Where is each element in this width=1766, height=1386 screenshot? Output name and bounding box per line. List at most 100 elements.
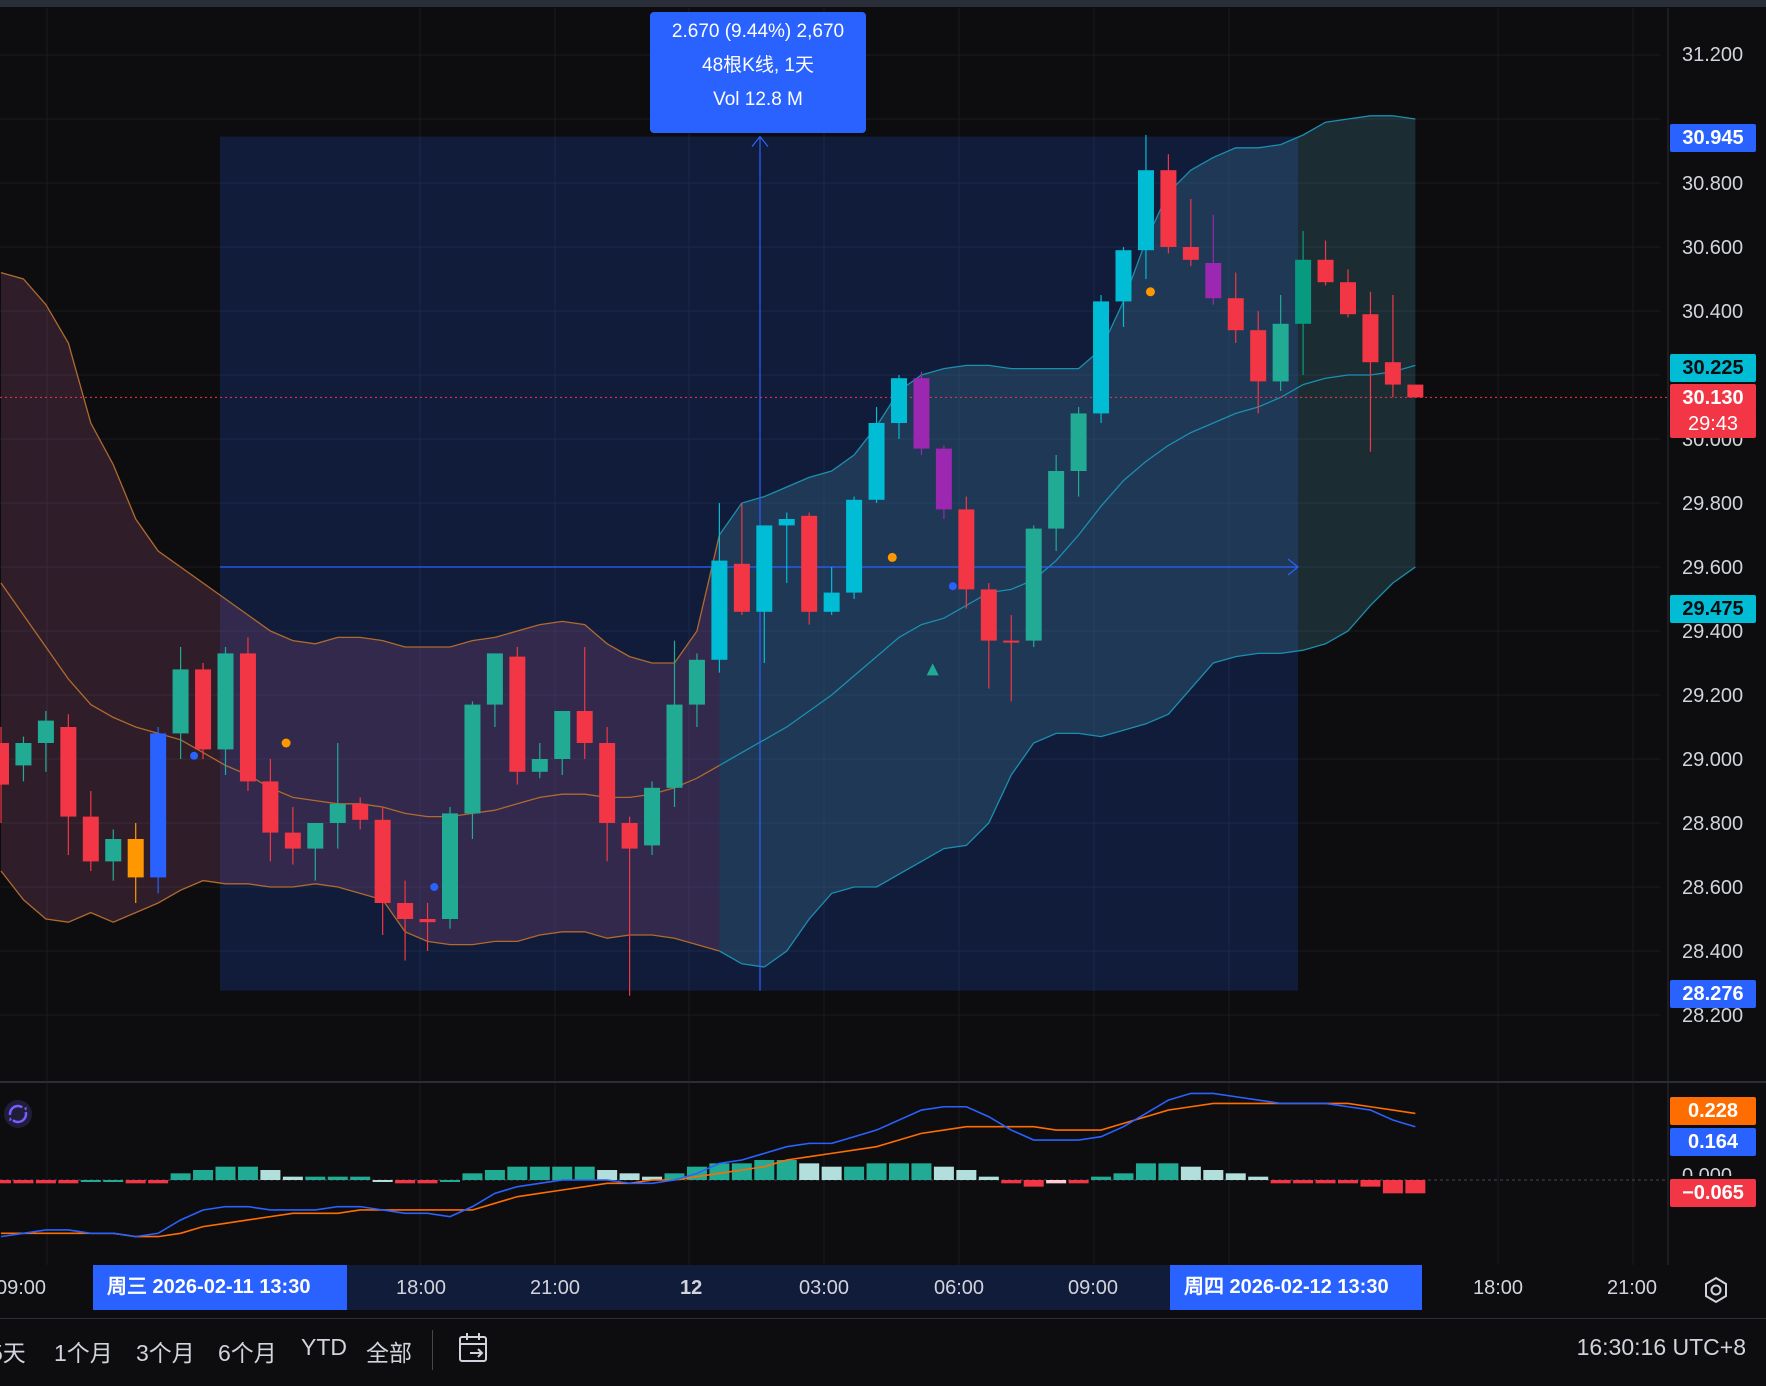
range-6m-button[interactable]: 6个月 [218,1340,277,1366]
bottom-toolbar [0,1318,1766,1386]
price-tick: 29.800 [1682,493,1744,515]
macd-histogram-bar [754,1160,775,1180]
price-tick: 30.400 [1682,301,1744,323]
countdown-badge: 29:43 [1670,410,1756,438]
candle-body [599,743,616,823]
price-tick: 28.200 [1682,1005,1744,1027]
measure-arrow-right [1287,558,1299,576]
measure-change: 2.670 (9.44%) 2,670 [671,21,845,42]
signal-dot [281,738,291,748]
candle-body [486,653,503,705]
measure-bars: 48根K线, 1天 [702,55,814,76]
price-tick: 29.600 [1682,557,1744,579]
macd-histogram-bar [1315,1180,1336,1184]
candle-body [891,378,907,423]
candle-body [1070,413,1087,471]
candle-body [15,743,32,766]
macd-histogram-bar [1068,1180,1089,1184]
macd-histogram-bar [911,1163,932,1180]
macd-histogram-bar [484,1170,505,1180]
candle-body [1115,250,1132,302]
signal-dot [887,552,897,562]
range-all-button[interactable]: 全部 [366,1340,412,1366]
buy-signal-marker [926,663,939,676]
time-tick: 09:00 [1068,1277,1119,1299]
candle-body [0,743,9,785]
macd-histogram-bar [260,1170,281,1180]
toolbar-divider [432,1330,433,1370]
macd-value-badge: 0.164 [1670,1128,1756,1156]
macd-histogram-bar [372,1180,393,1182]
candle-body [1025,528,1042,641]
macd-histogram-bar [395,1180,416,1184]
candle-body [1160,170,1177,247]
candle-body [711,560,728,660]
time-range-band [220,1265,1298,1310]
candle-body [621,823,638,849]
axis-settings-icon[interactable] [1700,1274,1732,1306]
candle-body [329,803,346,823]
macd-line [0,1092,1416,1238]
macd-signal-line [1,1102,1416,1238]
measure-volume: Vol 12.8 M [713,89,803,110]
candle-body [1227,298,1244,331]
candle-body [509,656,526,772]
price-tick: 31.200 [1682,44,1744,66]
macd-histogram-bar [1023,1180,1044,1187]
candle-body [554,711,571,759]
macd-histogram-bar [1270,1180,1291,1184]
macd-histogram-bar [821,1166,842,1180]
candle-body [1295,259,1312,324]
macd-histogram-bar [80,1180,101,1182]
candle-body [397,903,414,919]
macd-histogram-bar [574,1166,595,1180]
macd-histogram-bar [1248,1176,1269,1180]
signal-dot [1145,287,1155,297]
macd-histogram-bar [1293,1180,1314,1184]
bb-fill-bear [1,272,720,952]
candle-body [1362,314,1379,363]
macd-histogram-bar [350,1176,371,1180]
price-chart[interactable] [0,0,1766,1318]
macd-histogram-bar [529,1166,550,1180]
date-range-icon[interactable] [456,1330,492,1366]
macd-histogram-bar [1338,1180,1358,1184]
clock-timezone[interactable]: 16:30:16 UTC+8 [1576,1334,1746,1360]
macd-settings-icon[interactable] [2,1098,34,1130]
macd-histogram-bar [507,1166,528,1180]
macd-histogram-bar [148,1180,169,1184]
price-tick: 28.800 [1682,813,1744,835]
candle-body [1340,282,1356,315]
candle-body [1182,247,1199,260]
range-5d-button[interactable]: 5天 [0,1340,26,1366]
range-1m-button[interactable]: 1个月 [54,1340,113,1366]
candle-body [801,515,818,612]
time-tick: 06:00 [934,1277,985,1299]
macd-histogram-bar [933,1166,954,1180]
bb-lower-line [0,870,720,952]
macd-histogram-bar [619,1173,640,1180]
candle-body [442,813,458,919]
candle-body [464,704,481,814]
price-tick: 30.800 [1682,173,1744,195]
macd-histogram-bar [1203,1170,1224,1180]
candle-body [531,759,548,772]
macd-histogram-bar [1382,1180,1403,1194]
macd-histogram-bar [709,1163,730,1180]
bb-lower-badge: 29.475 [1670,595,1756,623]
macd-histogram-bar [552,1166,573,1180]
macd-histogram-bar [889,1163,909,1180]
range-3m-button[interactable]: 3个月 [136,1340,195,1366]
candle-body [1205,263,1222,299]
range-ytd-button[interactable]: YTD [301,1334,347,1360]
macd-histogram-bar [1225,1173,1246,1180]
measure-arrow-up [751,135,769,147]
time-tick: 21:00 [530,1277,581,1299]
macd-histogram-bar [799,1163,820,1180]
candle-body [868,423,885,500]
bb-upper-line [718,115,1416,536]
macd-histogram-bar [1091,1176,1112,1180]
time-tick: 12 [680,1277,703,1299]
candle-body [1250,330,1267,382]
